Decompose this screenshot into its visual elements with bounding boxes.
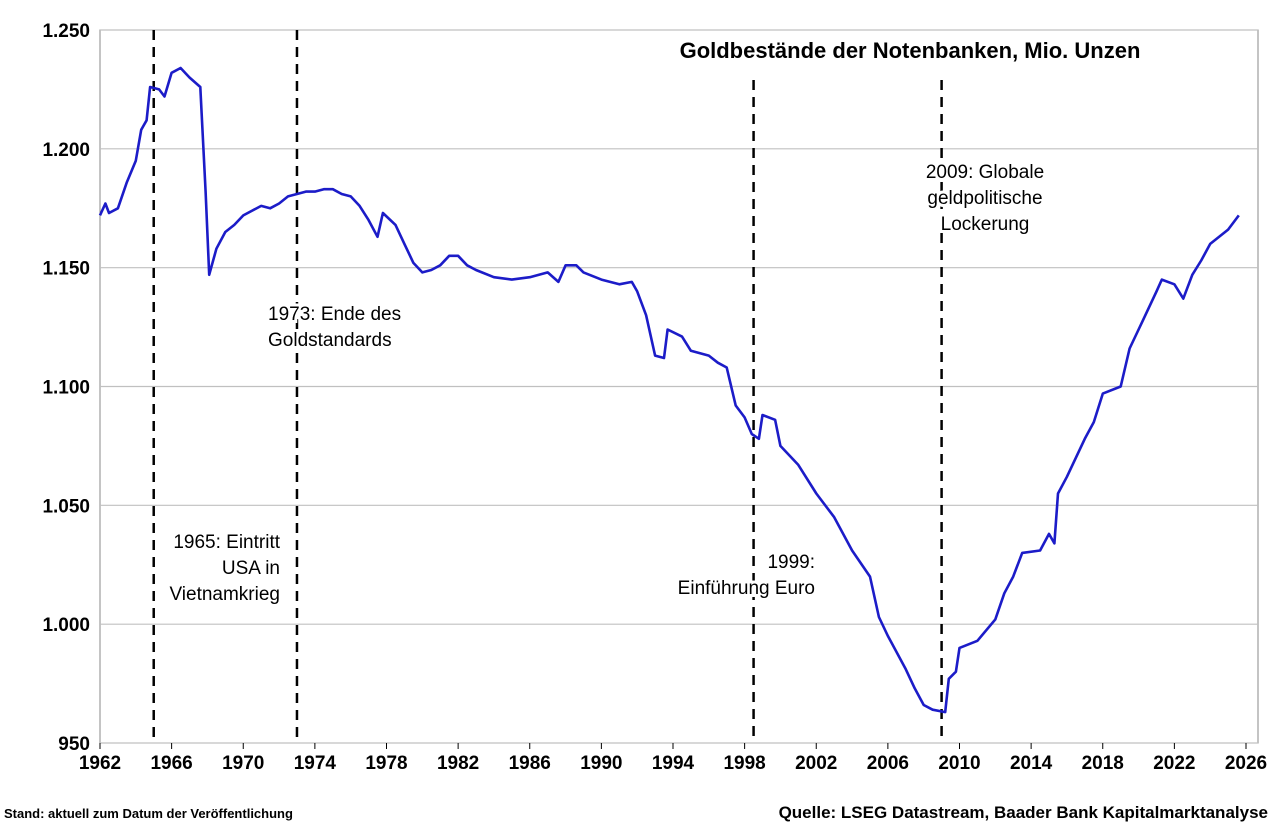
x-tick-label: 2026 [1225,753,1267,774]
y-tick-label: 1.150 [42,259,90,280]
annotation: Goldstandards [268,330,392,351]
data-line [98,66,1240,714]
x-tick-label: 2006 [867,753,909,774]
x-tick-label: 1986 [509,753,551,774]
x-tick-label: 1982 [437,753,479,774]
y-tick-label: 1.250 [42,21,90,42]
annotation: geldpolitische [927,188,1042,209]
x-tick-label: 2022 [1153,753,1195,774]
annotation: USA in [222,558,280,579]
annotation: Lockerung [941,214,1030,235]
x-tick-label: 2010 [938,753,980,774]
x-tick-label: 1962 [79,753,121,774]
y-tick-label: 1.200 [42,140,90,161]
chart-title: Goldbestände der Notenbanken, Mio. Unzen [680,38,1141,63]
annotation: Vietnamkrieg [169,584,280,605]
annotation: Einführung Euro [678,578,815,599]
x-tick-label: 1990 [580,753,622,774]
source: Quelle: LSEG Datastream, Baader Bank Kap… [779,803,1268,822]
y-tick-label: 1.100 [42,378,90,399]
y-tick-label: 1.050 [42,496,90,517]
x-tick-label: 1994 [652,753,695,774]
x-tick-label: 2018 [1082,753,1124,774]
annotation: 2009: Globale [926,162,1044,183]
x-tick-label: 1970 [222,753,264,774]
annotation: 1965: Eintritt [173,532,280,553]
x-tick-label: 2002 [795,753,837,774]
y-tick-label: 1.000 [42,615,90,636]
annotation: 1973: Ende des [268,304,401,325]
x-tick-label: 1966 [150,753,192,774]
x-tick-label: 1978 [365,753,407,774]
y-tick-label: 950 [58,734,90,755]
x-tick-label: 1998 [723,753,765,774]
x-tick-label: 1974 [294,753,337,774]
footnote: Stand: aktuell zum Datum der Veröffentli… [4,806,293,821]
annotation: 1999: [767,552,815,573]
x-tick-label: 2014 [1010,753,1053,774]
